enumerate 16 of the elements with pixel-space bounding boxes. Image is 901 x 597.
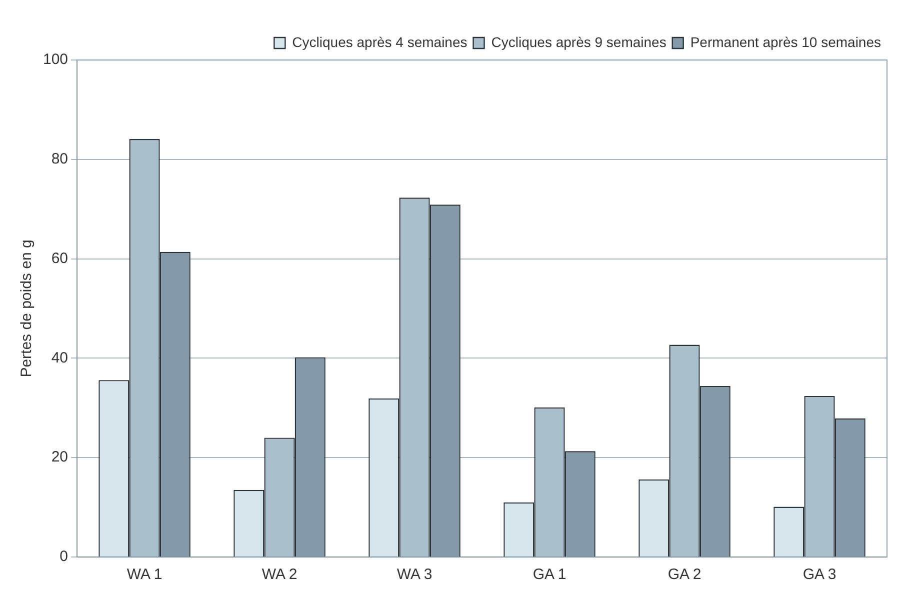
y-tick-label: 40 [51, 349, 68, 366]
x-tick-label: WA 2 [262, 566, 298, 584]
y-tick-label: 80 [51, 150, 68, 168]
x-tick-label: GA 1 [532, 566, 566, 584]
y-tick-label: 100 [42, 51, 68, 68]
y-tick-label: 60 [51, 250, 68, 267]
y-tick-label: 20 [51, 448, 68, 466]
x-tick-label: WA 3 [396, 566, 432, 584]
x-tick-label: WA 1 [126, 566, 162, 584]
y-tick-label: 0 [60, 548, 68, 566]
x-tick-label: GA 2 [668, 566, 702, 584]
y-axis-title: Pertes de poids en g [18, 240, 36, 378]
x-tick-label: GA 3 [802, 566, 836, 584]
legend-label: Permanent après 10 semaines [690, 34, 882, 50]
legend-label: Cycliques après 4 semaines [292, 34, 468, 50]
legend-label: Cycliques après 9 semaines [491, 34, 666, 50]
